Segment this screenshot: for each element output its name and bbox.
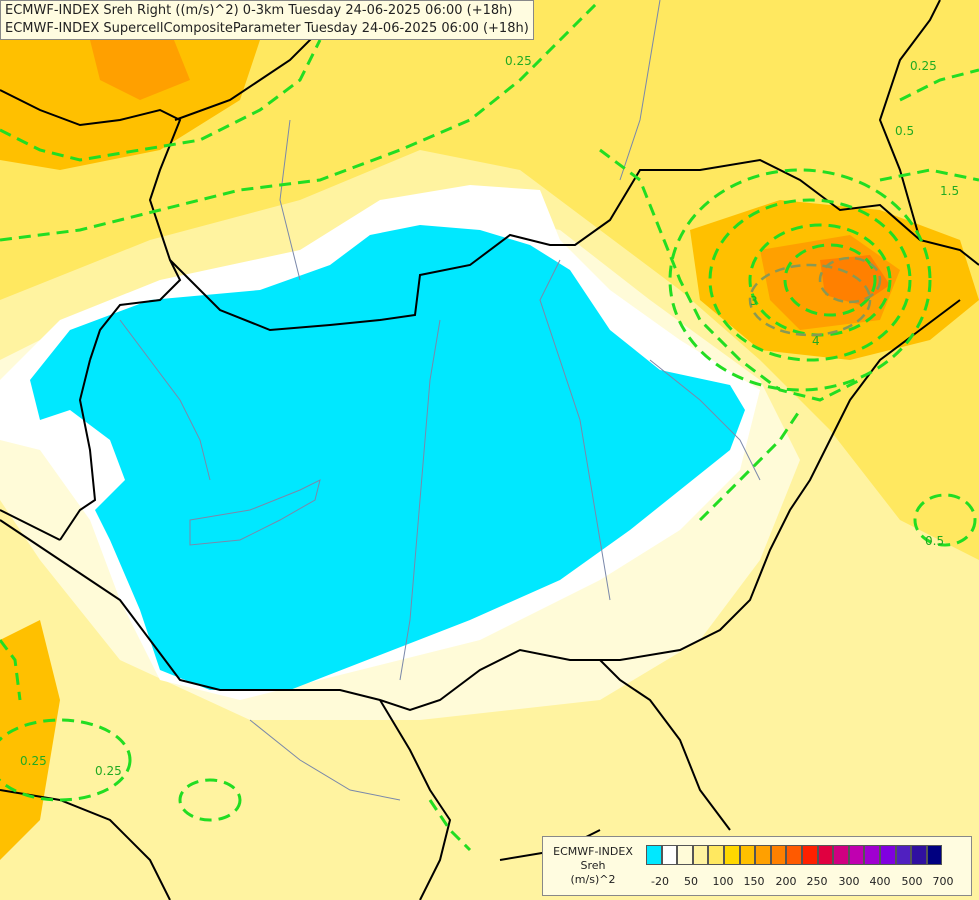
legend-swatch — [801, 845, 818, 865]
legend-tick-label: 400 — [869, 875, 891, 888]
legend-swatch — [755, 845, 771, 865]
contour-label: 0.5 — [925, 534, 944, 548]
title-line-scp: ECMWF-INDEX SupercellCompositeParameter … — [5, 21, 529, 36]
legend-tick-label: 700 — [932, 875, 954, 888]
legend-model: ECMWF-INDEX — [553, 845, 633, 858]
legend-swatch — [692, 845, 709, 865]
scp-contours — [0, 0, 979, 852]
legend-swatch — [708, 845, 724, 865]
legend-swatch — [911, 845, 927, 865]
contour-label: 3 — [750, 294, 758, 308]
scp-inner-contours — [748, 256, 882, 337]
legend-tick-label: 150 — [743, 875, 765, 888]
legend-swatch — [739, 845, 756, 865]
legend-swatch — [895, 845, 912, 865]
legend-tick-label: 250 — [806, 875, 828, 888]
contour-label: 0.5 — [895, 124, 914, 138]
orange-core-northwest — [90, 30, 190, 100]
contour-label: 1.5 — [940, 184, 959, 198]
contour-label: 0.25 — [20, 754, 47, 768]
legend-unit: (m/s)^2 — [570, 873, 616, 886]
legend-tick-label: 500 — [901, 875, 923, 888]
legend-tick-label: 50 — [684, 875, 698, 888]
legend-swatch — [817, 845, 834, 865]
legend-swatch — [661, 845, 678, 865]
legend-swatches — [646, 845, 943, 865]
legend-swatch — [786, 845, 802, 865]
legend-swatch — [677, 845, 693, 865]
cyan-low-helicity-region — [30, 225, 745, 690]
color-legend: ECMWF-INDEX Sreh (m/s)^2 -20 50 100 150 200 2… — [542, 836, 972, 896]
title-line-sreh: ECMWF-INDEX Sreh Right ((m/s)^2) 0-3km T… — [5, 3, 513, 18]
legend-swatch — [833, 845, 849, 865]
map-title-box: ECMWF-INDEX Sreh Right ((m/s)^2) 0-3km T… — [0, 0, 534, 40]
legend-swatch — [879, 845, 896, 865]
contour-label: 4 — [812, 334, 820, 348]
legend-tick-label: 200 — [775, 875, 797, 888]
legend-swatch — [770, 845, 787, 865]
legend-variable: Sreh — [580, 859, 606, 872]
legend-swatch — [646, 845, 662, 865]
legend-swatch — [864, 845, 880, 865]
legend-tick-label: 100 — [712, 875, 734, 888]
contour-label: 0.25 — [95, 764, 122, 778]
contour-label: 0.25 — [505, 54, 532, 68]
legend-tick-label: -20 — [651, 875, 669, 888]
orange-region-southwest — [0, 620, 60, 860]
contour-label: 0.25 — [910, 59, 937, 73]
legend-swatch — [926, 845, 943, 865]
rivers — [119, 0, 761, 801]
legend-swatch — [848, 845, 865, 865]
legend-swatch — [723, 845, 740, 865]
legend-tick-label: 300 — [838, 875, 860, 888]
